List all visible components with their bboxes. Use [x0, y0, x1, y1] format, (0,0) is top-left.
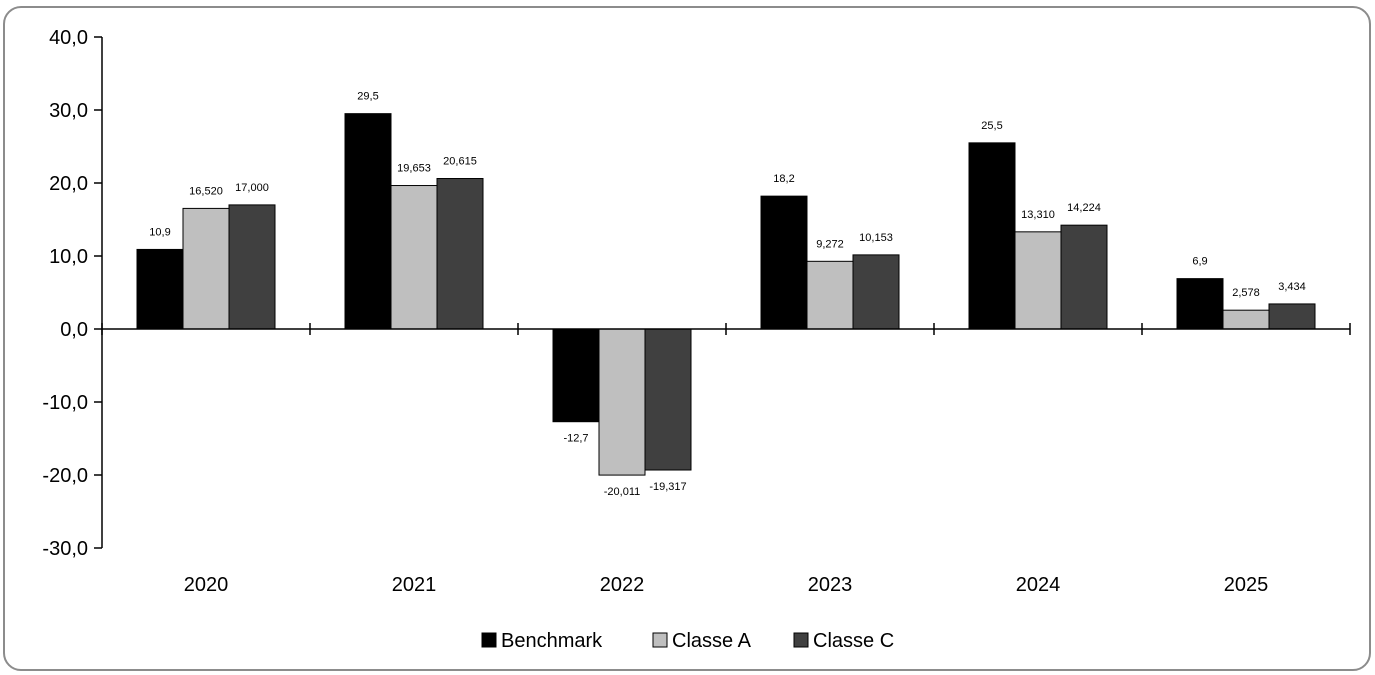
data-label: 9,272 — [816, 238, 844, 250]
bar-classe-c — [1060, 224, 1108, 330]
bar-classe-a — [182, 207, 230, 330]
category-label: 2025 — [1224, 574, 1269, 596]
bar-classe-a — [1014, 231, 1062, 330]
bar-benchmark — [136, 248, 184, 330]
y-tick-label: 0,0 — [60, 319, 88, 341]
data-label: 2,578 — [1232, 287, 1260, 299]
legend-label: Classe A — [672, 630, 752, 652]
bar-benchmark — [968, 142, 1016, 330]
category-label: 2023 — [808, 574, 853, 596]
data-label: -19,317 — [649, 481, 686, 493]
data-label: 3,434 — [1278, 281, 1306, 293]
bar-classe-c — [852, 254, 900, 330]
legend-label: Benchmark — [501, 630, 603, 652]
legend-label: Classe C — [813, 630, 894, 652]
bar-classe-a — [390, 185, 438, 330]
bar-benchmark — [760, 195, 808, 330]
y-tick-label: -10,0 — [42, 392, 88, 414]
data-label: 18,2 — [773, 173, 794, 185]
bar-classe-c — [1268, 303, 1316, 330]
category-label: 2024 — [1016, 574, 1061, 596]
category-label: 2021 — [392, 574, 437, 596]
bar-benchmark — [344, 113, 392, 330]
y-tick-label: 40,0 — [49, 27, 88, 49]
legend-swatch-benchmark — [481, 632, 497, 648]
legend-swatch-classe-a — [652, 632, 668, 648]
y-tick-label: 30,0 — [49, 100, 88, 122]
bar-classe-a — [806, 260, 854, 330]
y-tick-label: 10,0 — [49, 246, 88, 268]
bar-classe-c — [228, 204, 276, 330]
data-label: 25,5 — [981, 120, 1002, 132]
data-label: 16,520 — [189, 185, 223, 197]
legend-swatch-classe-c — [793, 632, 809, 648]
bar-classe-a — [1222, 309, 1270, 330]
data-label: 14,224 — [1067, 202, 1101, 214]
data-label: 10,9 — [149, 226, 170, 238]
y-tick-label: -30,0 — [42, 538, 88, 560]
data-label: 29,5 — [357, 91, 378, 103]
data-label: 13,310 — [1021, 209, 1055, 221]
bar-classe-c — [436, 178, 484, 330]
data-label: 10,153 — [859, 232, 893, 244]
data-label: 19,653 — [397, 163, 431, 175]
y-tick-label: 20,0 — [49, 173, 88, 195]
bar-benchmark — [1176, 278, 1224, 330]
data-label: 17,000 — [235, 182, 269, 194]
data-label: 6,9 — [1192, 256, 1207, 268]
bar-benchmark — [552, 328, 600, 423]
data-label: -20,011 — [604, 486, 641, 498]
data-label: -12,7 — [563, 433, 588, 445]
category-label: 2022 — [600, 574, 645, 596]
data-label: 20,615 — [443, 156, 477, 168]
y-tick-label: -20,0 — [42, 465, 88, 487]
bar-classe-a — [598, 328, 646, 476]
category-label: 2020 — [184, 574, 229, 596]
bar-classe-c — [644, 328, 692, 471]
